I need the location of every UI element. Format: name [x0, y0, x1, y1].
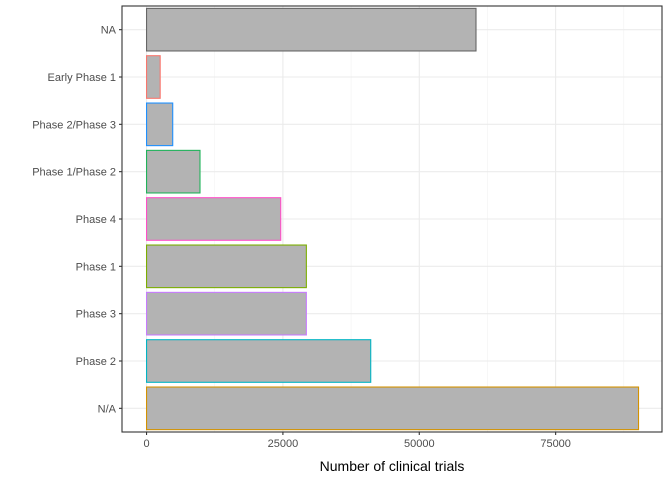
bars: [145, 7, 640, 431]
x-axis-title: Number of clinical trials: [320, 458, 465, 474]
bar: [145, 291, 307, 336]
bar: [145, 197, 282, 241]
x-tick-label: 25000: [268, 438, 299, 450]
bar: [145, 55, 161, 99]
x-tick-label: 75000: [540, 438, 571, 450]
x-tick-label: 50000: [404, 438, 435, 450]
y-tick-label: NA: [101, 25, 117, 37]
bar: [145, 149, 201, 194]
y-tick-label: Phase 4: [76, 214, 116, 226]
bar: [145, 244, 307, 289]
bar: [145, 7, 477, 52]
axes: NA Early Phase 1 Phase 2/Phase 3 Phase 1/Ph…: [32, 5, 663, 450]
y-tick-label: Phase 1: [76, 261, 116, 273]
bar: [145, 339, 372, 383]
bar: [145, 102, 174, 147]
y-tick-label: N/A: [98, 403, 117, 415]
y-tick-label: Phase 1/Phase 2: [32, 167, 116, 179]
bar: [145, 386, 640, 431]
y-tick-label: Phase 2: [76, 356, 116, 368]
x-tick-label: 0: [143, 438, 149, 450]
y-tick-label: Early Phase 1: [48, 72, 116, 84]
y-tick-label: Phase 2/Phase 3: [32, 119, 116, 131]
y-tick-label: Phase 3: [76, 309, 116, 321]
